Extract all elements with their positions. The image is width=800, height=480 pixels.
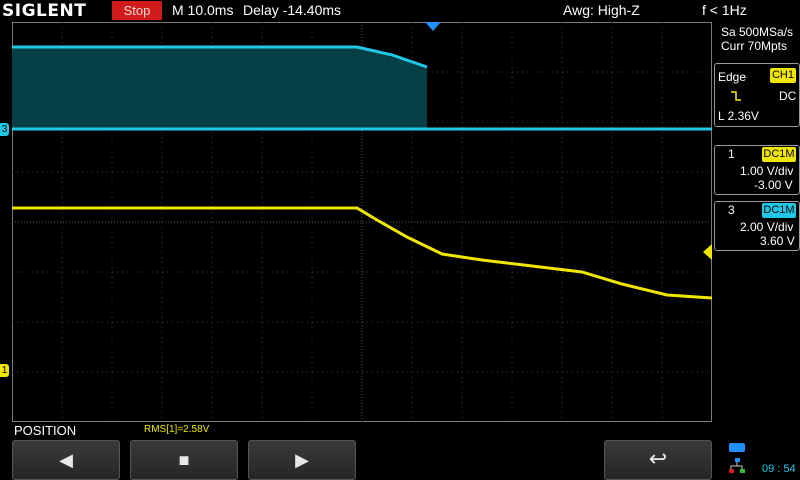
brand-logo: SIGLENT: [2, 1, 87, 21]
move-right-button[interactable]: ▶: [248, 440, 356, 480]
chevron-right-icon: ▶: [295, 450, 309, 470]
return-arrow-icon: ↩: [648, 446, 668, 471]
trigger-type-label: Edge: [718, 70, 747, 84]
trigger-level-marker[interactable]: [703, 244, 712, 260]
chevron-left-icon: ◀: [59, 450, 73, 470]
acquisition-readout: Awg: High-Z: [563, 2, 640, 18]
sample-rate-readout: Sa 500MSa/s: [721, 25, 794, 39]
memory-depth-readout: Curr 70Mpts: [721, 39, 788, 53]
channel-3-scale: 2.00 V/div: [740, 220, 794, 234]
channel-1-offset: -3.00 V: [754, 178, 793, 192]
graticule: [12, 22, 712, 422]
delay-readout: Delay -14.40ms: [243, 2, 342, 18]
clock-readout: 09 : 54: [762, 463, 796, 475]
channel-1-coupling-badge: DC1M: [762, 147, 796, 162]
ch3-envelope: [12, 47, 427, 129]
measurement-readout: RMS[1]=2.58V: [144, 424, 210, 435]
return-button[interactable]: ↩: [604, 440, 712, 480]
ch1-offset-marker[interactable]: 1: [0, 364, 9, 377]
channel-1-number: 1: [728, 147, 735, 161]
stop-square-icon: ■: [178, 450, 190, 470]
usb-icon: [729, 443, 745, 452]
timebase-readout: M 10.0ms: [172, 2, 234, 18]
waveform-display[interactable]: [12, 22, 712, 422]
falling-edge-icon: [730, 89, 742, 101]
stop-button[interactable]: ■: [130, 440, 238, 480]
ch1-trace: [12, 206, 712, 300]
menu-title: POSITION: [14, 423, 77, 438]
trigger-source-badge: CH1: [770, 68, 796, 83]
channel-3-offset: 3.60 V: [760, 234, 795, 248]
move-left-button[interactable]: ◀: [12, 440, 120, 480]
trigger-level-readout: L 2.36V: [718, 109, 759, 123]
trigger-frequency-readout: f < 1Hz: [702, 2, 747, 18]
ch3-upper-trace: [12, 45, 428, 69]
trigger-position-marker[interactable]: [425, 22, 441, 31]
channel-3-number: 3: [728, 203, 735, 217]
trigger-coupling-label: DC: [779, 89, 797, 103]
run-stop-indicator[interactable]: Stop: [112, 1, 162, 20]
channel-3-coupling-badge: DC1M: [762, 203, 796, 218]
channel-1-scale: 1.00 V/div: [740, 164, 794, 178]
network-icon: [729, 458, 745, 474]
ch3-offset-marker[interactable]: 3: [0, 123, 9, 136]
status-bar: SIGLENT Stop M 10.0ms Delay -14.40ms Awg…: [0, 0, 800, 22]
